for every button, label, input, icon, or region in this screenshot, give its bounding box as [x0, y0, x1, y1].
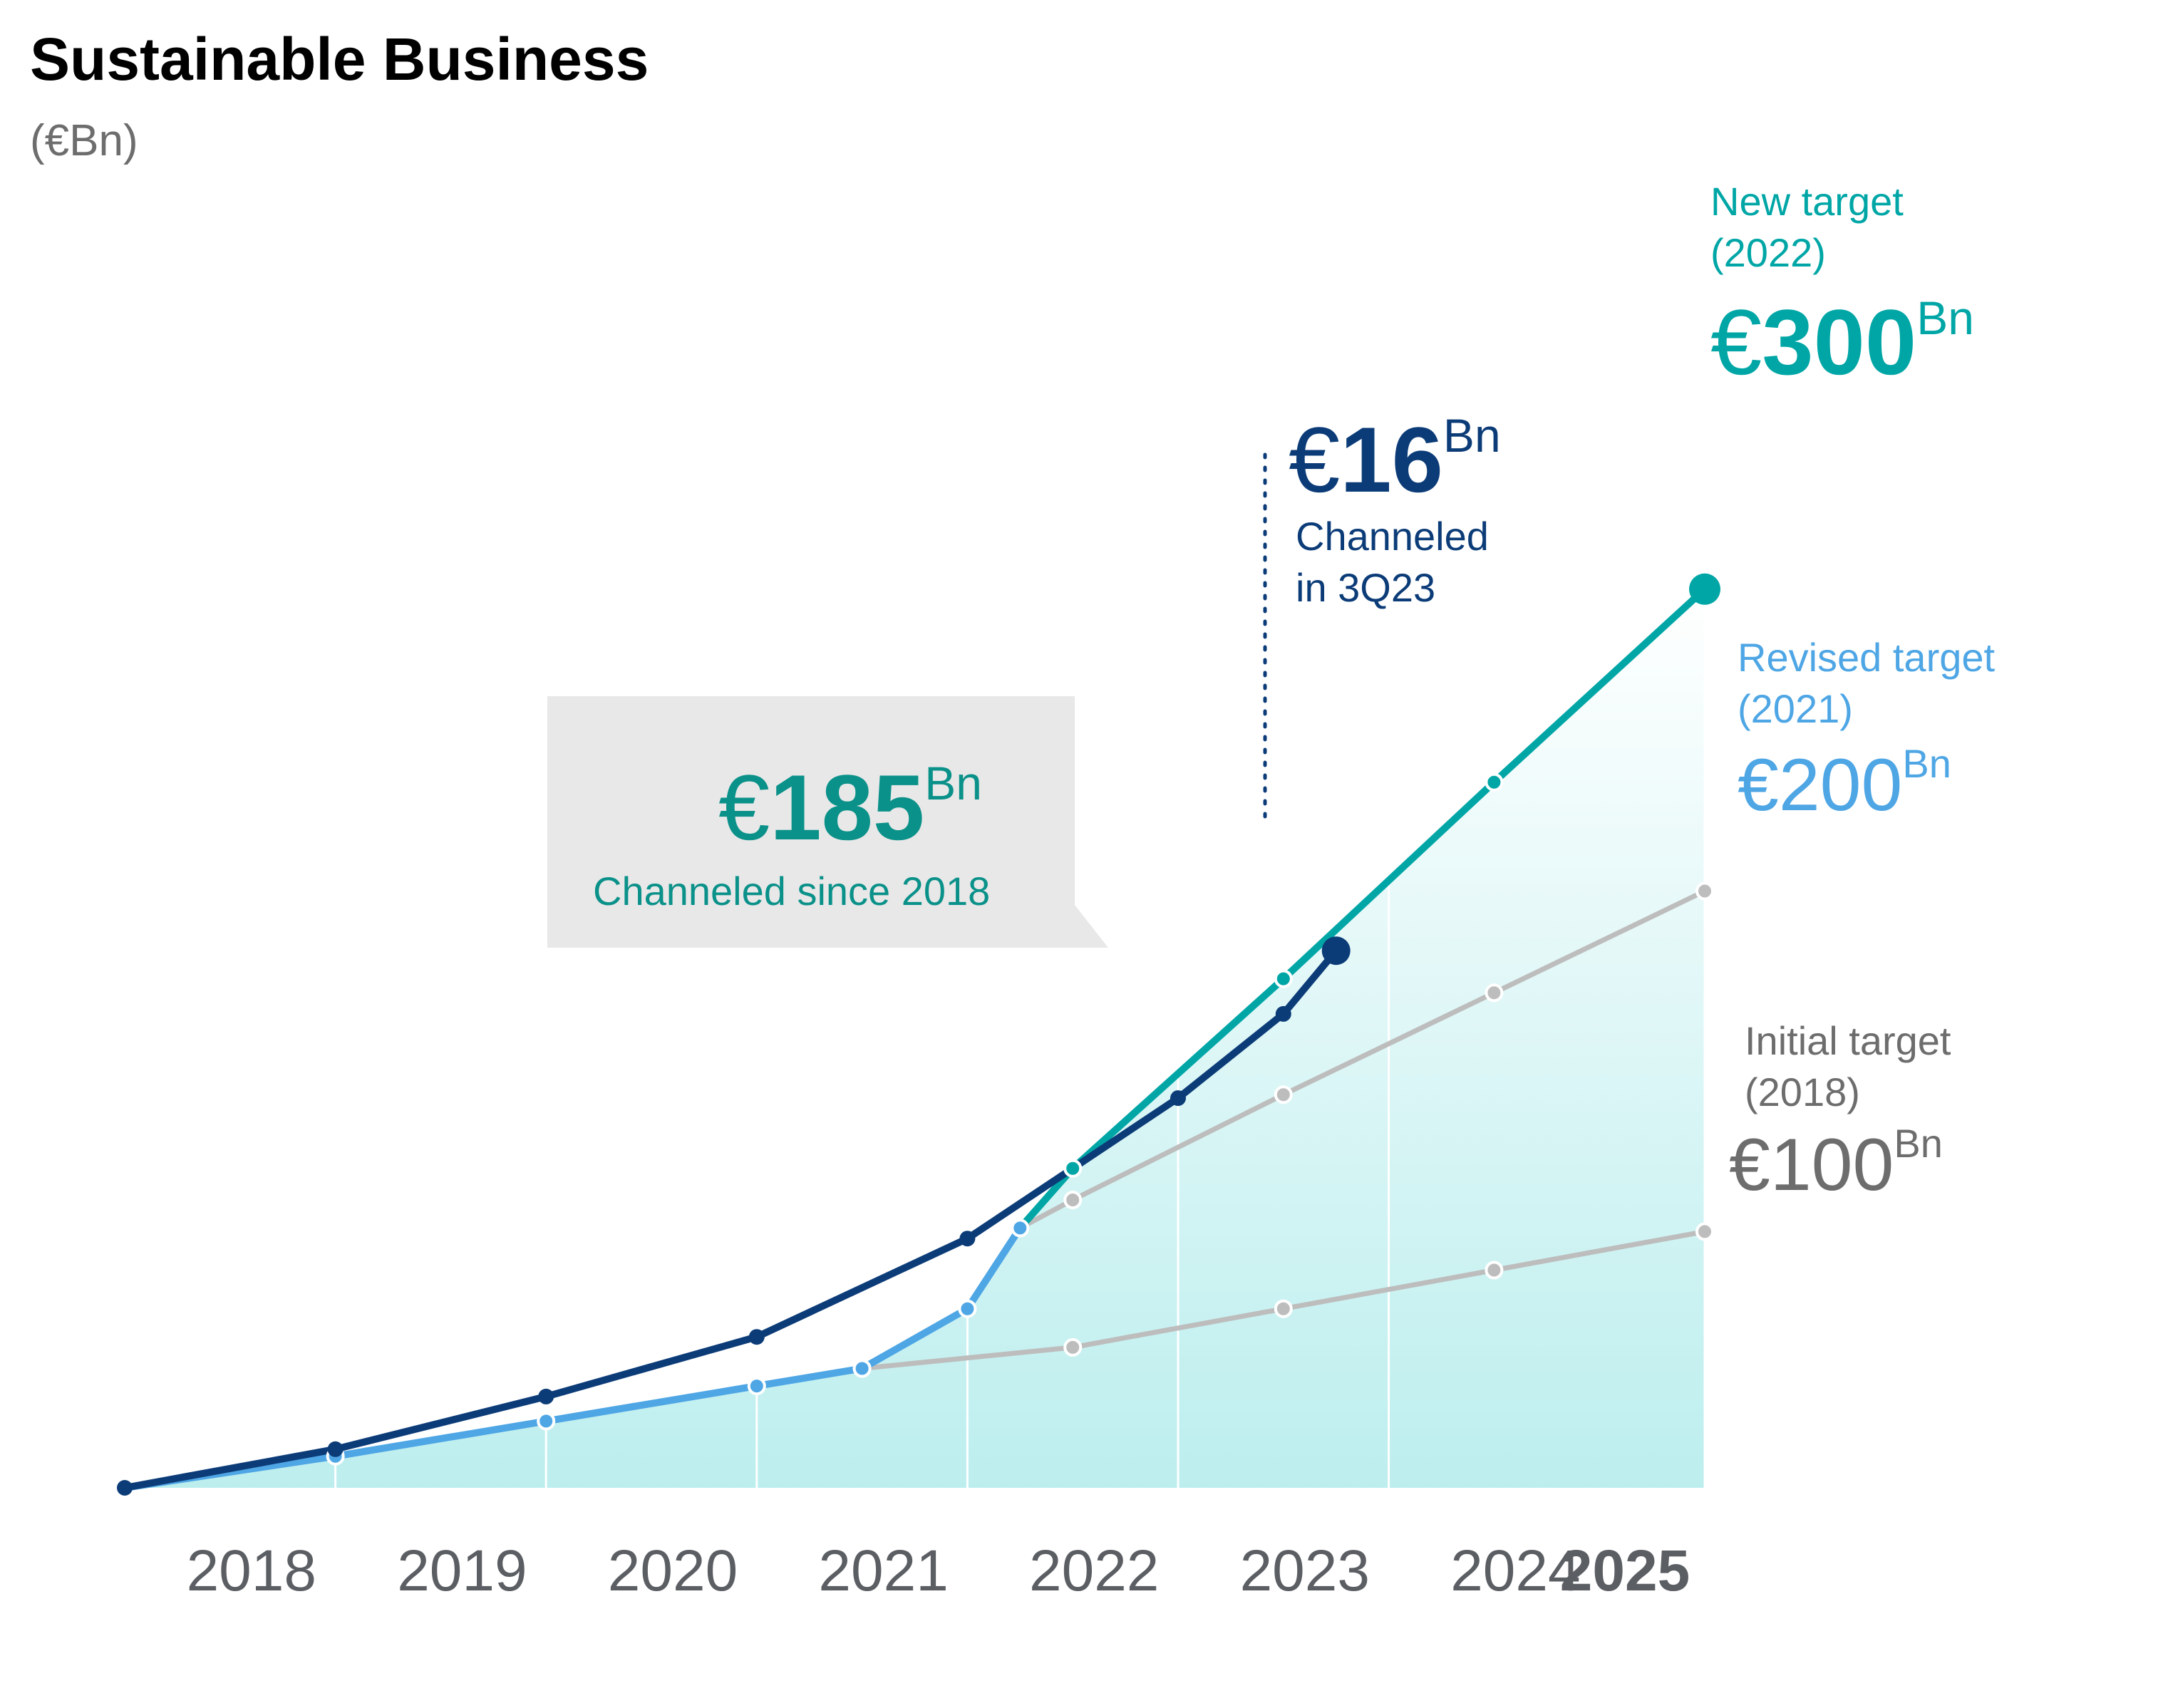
new-target-value: €300Bn [1710, 290, 1974, 394]
quarter-value: €16Bn [1289, 408, 1501, 512]
x-tick-label: 2023 [1240, 1538, 1370, 1603]
new-target-point [1063, 1159, 1083, 1178]
new-target-annotation: New target (2022) €300Bn [1710, 179, 1974, 394]
initial-target-label-line1: Initial target [1745, 1018, 1951, 1063]
new-target-point [1485, 772, 1504, 792]
channeled-end-point [1321, 936, 1351, 966]
x-tick-label: 2025 [1560, 1538, 1690, 1603]
revised-target-point [1485, 983, 1504, 1003]
achieved-path-point [852, 1359, 872, 1378]
x-tick-label: 2024 [1450, 1538, 1580, 1603]
new-target-label-line1: New target [1710, 179, 1904, 224]
initial-target-point [1274, 1299, 1293, 1318]
channeled-point [959, 1231, 976, 1247]
initial-target-annotation: Initial target (2018) €100Bn [1729, 1018, 1951, 1206]
channeled-point [117, 1480, 133, 1496]
quarter-caption-line1: Channeled [1296, 514, 1489, 559]
chart-title: Sustainable Business [30, 26, 649, 93]
revised-target-point [1274, 1085, 1293, 1104]
x-tick-label: 2022 [1029, 1538, 1159, 1603]
x-tick-label: 2018 [187, 1538, 316, 1603]
channeled-total-value: €185Bn [718, 755, 982, 859]
channeled-point [1275, 1005, 1291, 1022]
achieved-path-point [1011, 1218, 1030, 1238]
callout-box [547, 696, 1108, 948]
achieved-path-point [537, 1412, 556, 1431]
revised-target-annotation: Revised target (2021) €200Bn [1738, 635, 1996, 827]
revised-target-label-line2: (2021) [1738, 686, 1853, 731]
x-tick-label: 2019 [397, 1538, 527, 1603]
new-target-label-line2: (2022) [1710, 230, 1826, 275]
channeled-point [538, 1388, 554, 1404]
channeled-point [327, 1441, 344, 1457]
channeled-total-caption: Channeled since 2018 [593, 869, 990, 913]
revised-target-label-line1: Revised target [1738, 635, 1996, 680]
achieved-path-point [747, 1377, 766, 1396]
new-target-end-point [1689, 573, 1720, 605]
initial-target-point [1695, 1222, 1714, 1241]
initial-target-point [1063, 1337, 1083, 1357]
series-line-channeled [121, 947, 1340, 1491]
revised-target-point [1063, 1191, 1083, 1209]
channeled-total-callout: €185Bn Channeled since 2018 [547, 696, 1108, 948]
new-target-point [1274, 969, 1293, 988]
vertical-gridlines [334, 589, 1709, 1488]
revised-target-value: €200Bn [1738, 741, 1951, 827]
quarter-caption-line2: in 3Q23 [1296, 565, 1435, 610]
x-tick-label: 2020 [608, 1538, 738, 1603]
achieved-path-point [958, 1299, 977, 1318]
revised-target-point [1695, 881, 1714, 901]
initial-target-value: €100Bn [1729, 1121, 1943, 1206]
chart-unit: (€Bn) [30, 116, 138, 165]
x-tick-label: 2021 [818, 1538, 948, 1603]
channeled-point [1170, 1090, 1186, 1107]
target-area [125, 589, 1705, 1488]
initial-target-label-line2: (2018) [1745, 1070, 1860, 1114]
quarter-annotation: €16Bn Channeled in 3Q23 [1289, 408, 1501, 610]
channeled-point [748, 1329, 765, 1345]
initial-target-point [1485, 1261, 1504, 1280]
